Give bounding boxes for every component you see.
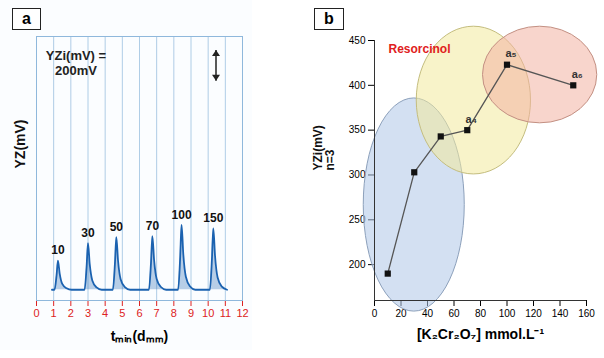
- svg-text:100: 100: [499, 308, 516, 319]
- html-text:a: a: [22, 10, 31, 27]
- svg-text:Resorcinol: Resorcinol: [389, 42, 451, 56]
- svg-text:0: 0: [33, 307, 39, 319]
- svg-text:60: 60: [448, 308, 460, 319]
- svg-text:30: 30: [81, 226, 95, 240]
- svg-text:4: 4: [102, 307, 108, 319]
- html-text:b: b: [324, 10, 334, 27]
- svg-text:50: 50: [110, 220, 124, 234]
- svg-text:70: 70: [146, 219, 160, 233]
- svg-text:YZi(mV) =200mV: YZi(mV) =200mV: [46, 48, 107, 78]
- svg-text:6: 6: [136, 307, 142, 319]
- svg-text:300: 300: [349, 169, 366, 180]
- svg-text:160: 160: [578, 308, 595, 319]
- svg-text:2: 2: [68, 307, 74, 319]
- svg-text:100: 100: [172, 208, 192, 222]
- svg-text:450: 450: [349, 35, 366, 46]
- svg-text:10: 10: [202, 307, 214, 319]
- svg-text:350: 350: [349, 124, 366, 135]
- svg-text:120: 120: [525, 308, 542, 319]
- svg-text:80: 80: [475, 308, 487, 319]
- svg-text:200: 200: [349, 259, 366, 270]
- svg-text:140: 140: [552, 308, 569, 319]
- svg-text:3: 3: [85, 307, 91, 319]
- svg-text:[K₂Cr₂O₇] mmol.L⁻¹: [K₂Cr₂O₇] mmol.L⁻¹: [417, 326, 545, 342]
- svg-text:10: 10: [51, 243, 65, 257]
- svg-text:YZi(mV)n=3: YZi(mV)n=3: [311, 125, 337, 170]
- svg-text:7: 7: [154, 307, 160, 319]
- svg-text:40: 40: [421, 307, 434, 319]
- svg-text:9: 9: [188, 307, 194, 319]
- svg-text:250: 250: [348, 214, 366, 225]
- svg-text:20: 20: [395, 307, 407, 319]
- svg-text:a₄: a₄: [466, 113, 477, 125]
- svg-text:tₘᵢₙ(dₘₘ): tₘᵢₙ(dₘₘ): [111, 328, 169, 344]
- svg-text:1: 1: [51, 307, 57, 319]
- svg-text:400: 400: [349, 80, 366, 91]
- svg-text:12: 12: [236, 307, 248, 319]
- svg-text:8: 8: [171, 307, 177, 319]
- svg-text:11: 11: [220, 307, 231, 319]
- svg-text:YZ(mV): YZ(mV): [12, 120, 28, 169]
- svg-text:0: 0: [372, 308, 378, 319]
- svg-text:5: 5: [119, 307, 125, 319]
- svg-text:a₅: a₅: [505, 47, 516, 59]
- svg-text:a₆: a₆: [572, 68, 583, 80]
- svg-text:150: 150: [203, 211, 223, 225]
